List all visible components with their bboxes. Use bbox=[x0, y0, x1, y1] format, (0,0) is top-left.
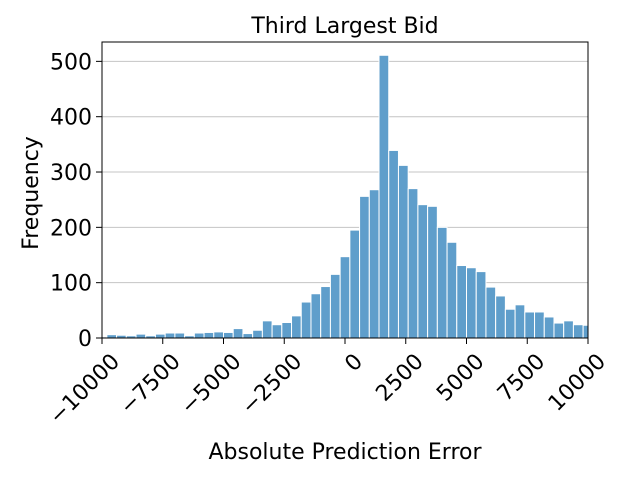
histogram-bar bbox=[135, 333, 147, 339]
histogram-bar bbox=[427, 205, 438, 339]
histogram-bar bbox=[388, 149, 399, 339]
histogram-bar bbox=[582, 324, 589, 339]
x-tick-label: −2500 bbox=[237, 349, 307, 419]
histogram-bar bbox=[349, 229, 361, 339]
histogram-bar bbox=[154, 333, 166, 339]
histogram-bar bbox=[213, 331, 224, 339]
histogram-bar bbox=[339, 256, 351, 339]
histogram-bar bbox=[300, 301, 312, 339]
y-axis-ticks: 0 100 200 300 400 500 bbox=[50, 50, 102, 352]
histogram-bar bbox=[553, 322, 565, 339]
histogram-bar bbox=[310, 293, 322, 339]
y-tick-label: 0 bbox=[78, 327, 92, 352]
histogram-bar bbox=[572, 324, 584, 339]
histogram-bar bbox=[524, 311, 536, 339]
histogram-bar bbox=[397, 164, 409, 339]
x-tick-label: −7500 bbox=[115, 349, 185, 419]
y-axis-title: Frequency bbox=[19, 136, 44, 250]
histogram-bar bbox=[504, 308, 516, 339]
histogram-bar bbox=[203, 331, 215, 339]
histogram-bar bbox=[223, 331, 234, 339]
histogram-bar bbox=[271, 324, 283, 339]
histogram-bar bbox=[378, 54, 390, 339]
histogram-bar bbox=[232, 328, 244, 339]
histogram-bar bbox=[495, 295, 506, 339]
chart-title: Third Largest Bid bbox=[250, 14, 438, 39]
histogram-bar bbox=[563, 320, 574, 339]
y-tick-label: 200 bbox=[50, 216, 92, 241]
histogram-bar bbox=[417, 204, 429, 339]
histogram-bar bbox=[446, 241, 458, 339]
histogram-bar bbox=[320, 286, 331, 339]
histogram-bar bbox=[407, 188, 419, 339]
histogram-bar bbox=[164, 332, 176, 339]
x-tick-label: 2500 bbox=[371, 349, 428, 406]
x-tick-label: −5000 bbox=[176, 349, 246, 419]
x-tick-label: 10000 bbox=[544, 349, 611, 416]
x-tick-label: 5000 bbox=[432, 349, 489, 406]
histogram-bar bbox=[359, 195, 370, 339]
x-axis-title: Absolute Prediction Error bbox=[208, 440, 482, 465]
histogram-bar bbox=[291, 315, 302, 339]
y-tick-label: 300 bbox=[50, 161, 92, 186]
x-tick-label: −10000 bbox=[45, 349, 125, 429]
y-gridlines bbox=[102, 60, 588, 284]
y-tick-label: 500 bbox=[50, 50, 92, 75]
histogram-bar bbox=[329, 273, 341, 339]
histogram-bar bbox=[436, 226, 448, 339]
histogram-bars bbox=[101, 54, 589, 339]
x-tick-label: 7500 bbox=[493, 349, 550, 406]
histogram-bar bbox=[514, 304, 526, 339]
histogram-bar bbox=[281, 322, 293, 339]
histogram-bar bbox=[261, 320, 273, 339]
x-tick-label: 0 bbox=[340, 349, 368, 377]
histogram-bar bbox=[485, 286, 497, 339]
histogram-bar bbox=[456, 265, 467, 339]
histogram-bar bbox=[543, 316, 555, 339]
histogram-bar bbox=[475, 271, 487, 339]
histogram-bar bbox=[174, 332, 186, 339]
histogram-bar bbox=[193, 332, 205, 339]
histogram-bar bbox=[252, 329, 263, 339]
histogram-bar bbox=[466, 267, 477, 339]
y-tick-label: 100 bbox=[50, 272, 92, 297]
y-tick-label: 400 bbox=[50, 106, 92, 131]
histogram-bar bbox=[368, 189, 380, 339]
histogram-bar bbox=[534, 311, 545, 339]
histogram-bar bbox=[242, 333, 254, 339]
